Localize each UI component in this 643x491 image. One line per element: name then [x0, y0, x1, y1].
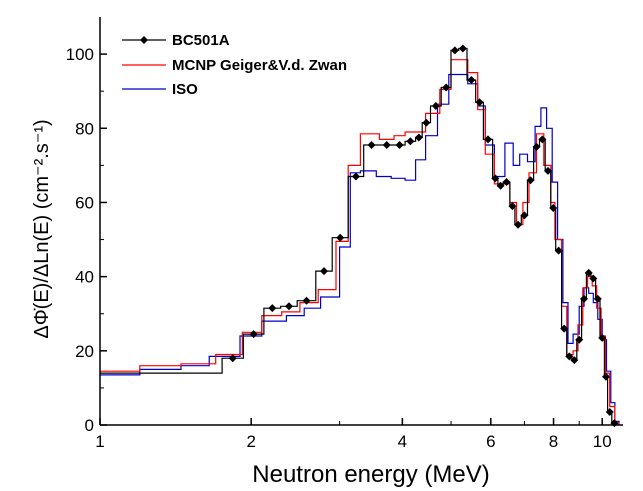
data-point-marker [302, 296, 311, 305]
data-point-marker [431, 102, 440, 111]
data-point-marker [228, 354, 237, 363]
data-point-marker [544, 166, 553, 175]
data-point-marker [549, 204, 558, 213]
x-tick-label: 6 [486, 432, 495, 451]
data-point-marker [589, 274, 598, 283]
data-point-marker [467, 76, 476, 85]
data-point-marker [526, 176, 535, 185]
data-point-marker [442, 83, 451, 92]
legend-label-2: ISO [172, 81, 198, 98]
data-point-marker [502, 178, 511, 187]
data-point-marker [575, 335, 584, 344]
data-point-marker [532, 142, 541, 151]
data-point-marker [584, 268, 593, 277]
series-layer [100, 44, 620, 428]
series-line-2 [100, 73, 620, 425]
data-point-marker [450, 46, 459, 55]
data-point-marker [601, 372, 610, 381]
axes-layer [99, 17, 623, 426]
x-axis-title: Neutron energy (MeV) [252, 461, 489, 488]
data-point-marker [268, 304, 277, 313]
legend-marker [140, 36, 148, 44]
data-point-marker [484, 135, 493, 144]
legend-label-1: MCNP Geiger&V.d. Zwan [172, 57, 347, 74]
legend-label-0: BC501A [172, 32, 230, 49]
y-tick-label: 40 [75, 268, 94, 287]
data-point-marker [351, 172, 360, 181]
y-tick-label: 100 [66, 45, 94, 64]
data-point-marker [514, 220, 523, 229]
data-point-marker [382, 140, 391, 149]
y-tick-label: 0 [85, 416, 94, 435]
data-point-marker [508, 202, 517, 211]
data-point-marker [560, 324, 569, 333]
x-tick-label: 10 [593, 432, 612, 451]
data-point-marker [395, 140, 404, 149]
data-point-marker [538, 135, 547, 144]
data-point-marker [554, 246, 563, 255]
x-tick-label: 1 [95, 432, 104, 451]
y-axis-title: ΔΦ̇(E)/ΔLn(E) (cm⁻².s⁻¹) [31, 119, 53, 338]
data-point-marker [414, 133, 423, 142]
ticks-layer: 0 20 40 60 80 100 1 2 4 6 8 10 [66, 45, 612, 451]
data-point-marker [458, 44, 467, 53]
data-point-marker [422, 118, 431, 127]
data-point-marker [367, 140, 376, 149]
data-point-marker [496, 181, 505, 190]
y-tick-label: 80 [75, 119, 94, 138]
x-tick-label: 4 [398, 432, 407, 451]
data-point-marker [284, 302, 293, 311]
data-point-marker [593, 294, 602, 303]
data-point-marker [406, 137, 415, 146]
data-point-marker [570, 356, 579, 365]
data-point-marker [605, 408, 614, 417]
data-point-marker [336, 233, 345, 242]
legend: BC501A MCNP Geiger&V.d. Zwan ISO [122, 32, 347, 98]
data-point-marker [320, 267, 329, 276]
series-line-0 [100, 47, 618, 425]
x-tick-label: 2 [246, 432, 255, 451]
data-point-marker [249, 330, 258, 339]
x-tick-label: 8 [549, 432, 558, 451]
data-point-marker [491, 174, 500, 183]
y-tick-label: 60 [75, 193, 94, 212]
data-point-marker [580, 294, 589, 303]
y-tick-label: 20 [75, 342, 94, 361]
data-point-marker [565, 352, 574, 361]
data-point-marker [520, 211, 529, 220]
data-point-marker [475, 98, 484, 107]
data-point-marker [598, 333, 607, 342]
